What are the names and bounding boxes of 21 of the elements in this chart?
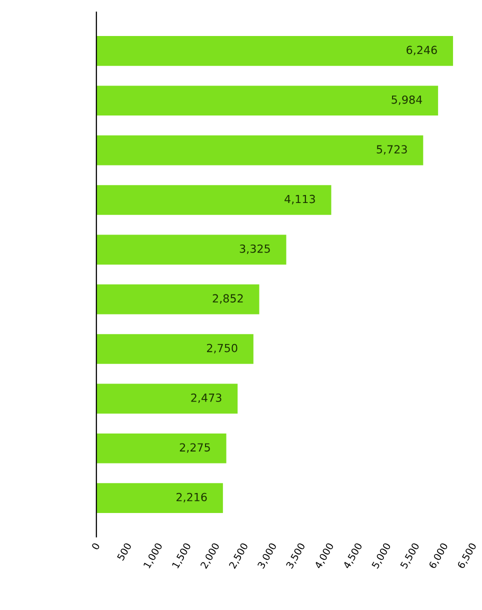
bar <box>96 384 238 414</box>
bar <box>96 135 424 166</box>
data-label: 6,246 <box>406 46 437 56</box>
data-label: 2,473 <box>191 394 222 404</box>
data-label: 2,750 <box>207 344 238 354</box>
bar <box>96 483 223 513</box>
bar <box>96 234 286 265</box>
data-label: 3,325 <box>240 244 270 254</box>
bar <box>96 86 438 116</box>
data-label: 4,113 <box>284 194 315 204</box>
bar <box>96 433 226 464</box>
bar <box>96 185 332 215</box>
data-label: 2,852 <box>212 294 243 304</box>
data-label: 2,275 <box>180 443 210 453</box>
bar <box>96 334 254 364</box>
data-label: 2,216 <box>176 492 207 502</box>
x-tick-label: 0 <box>91 542 100 550</box>
data-label: 5,984 <box>392 95 422 105</box>
data-label: 5,723 <box>376 145 407 155</box>
bar <box>96 36 454 66</box>
bar <box>96 284 260 314</box>
